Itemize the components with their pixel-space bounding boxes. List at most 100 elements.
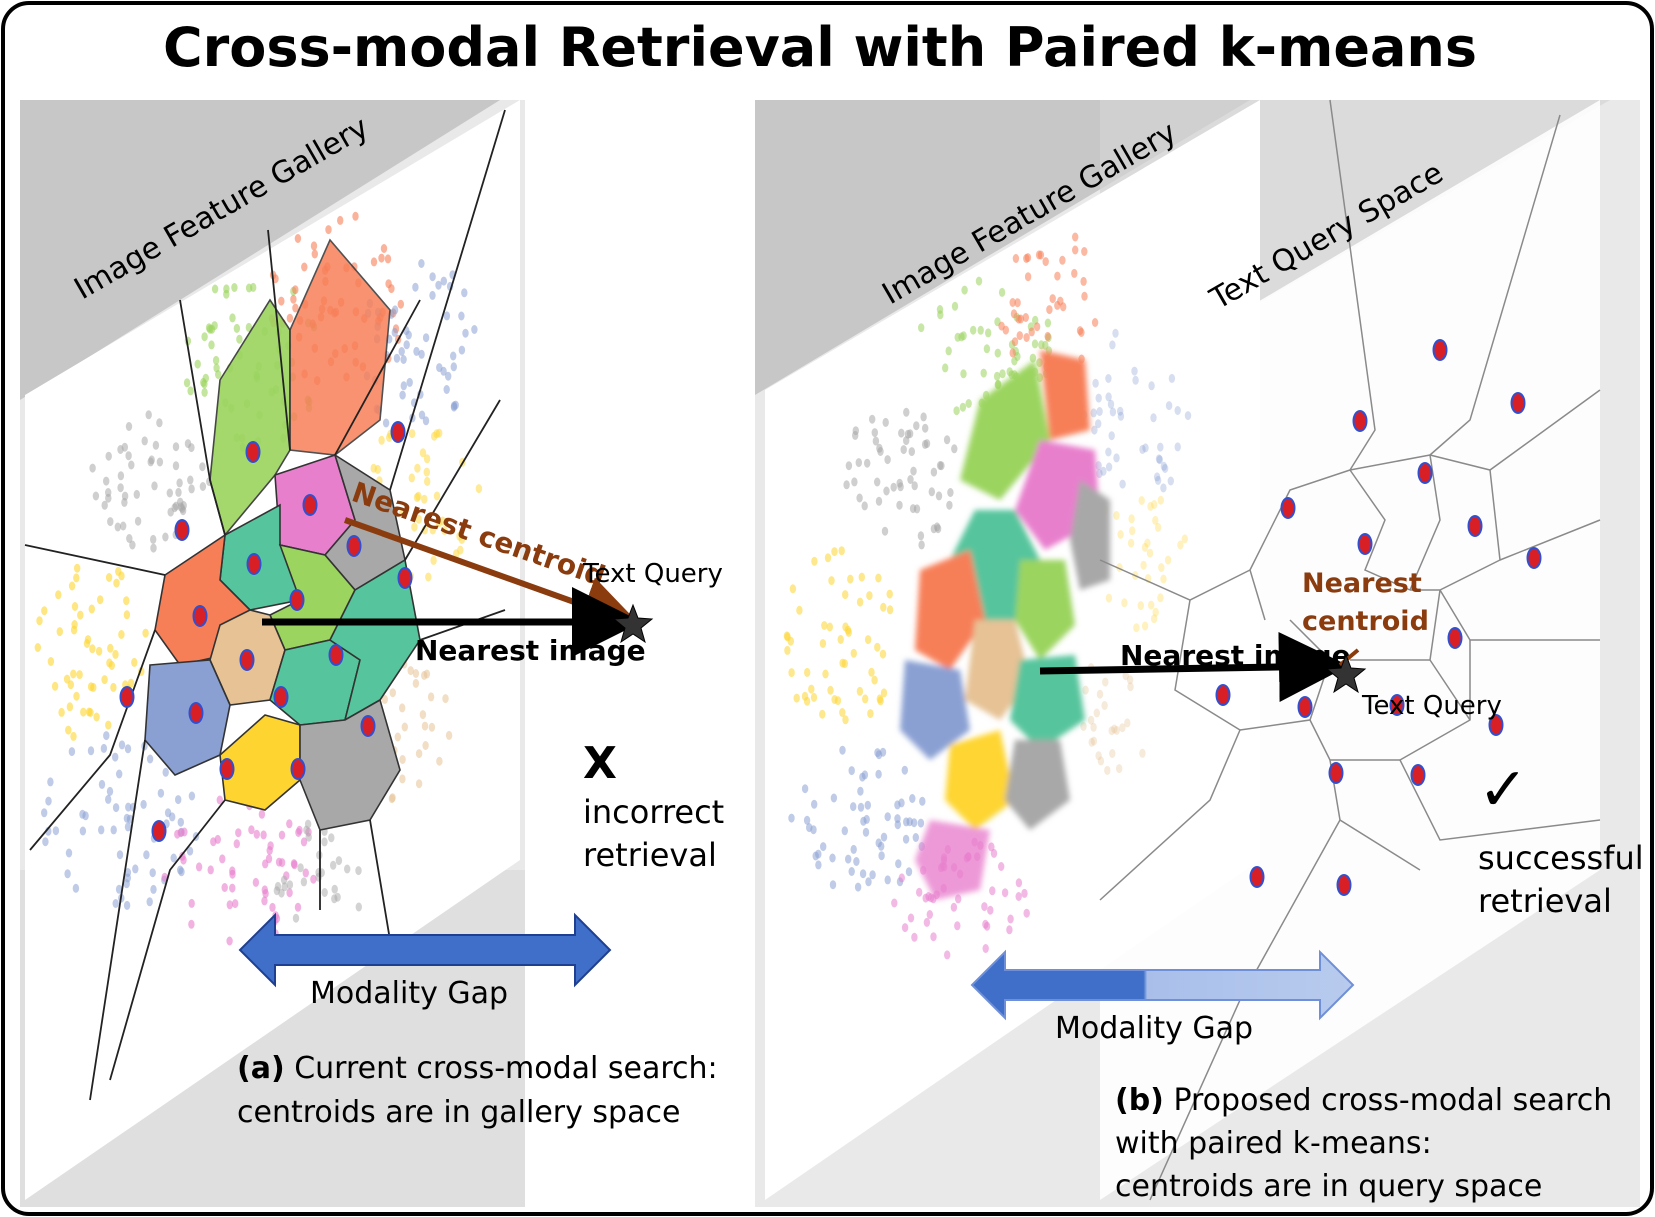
feature-point [436, 756, 443, 766]
feature-point [110, 682, 117, 692]
feature-point [1105, 462, 1113, 472]
feature-point [994, 348, 1001, 358]
feature-point [213, 363, 220, 373]
feature-point [1156, 455, 1164, 465]
feature-point [177, 817, 184, 827]
blob-orange-mid [915, 550, 985, 670]
feature-point [65, 848, 73, 858]
feature-point [1101, 701, 1108, 710]
feature-point [223, 284, 230, 294]
feature-point [305, 832, 312, 842]
feature-point [424, 476, 431, 486]
feature-point [886, 605, 894, 615]
feature-point [428, 722, 436, 732]
feature-point [331, 884, 338, 894]
feature-point [105, 493, 112, 503]
feature-point [1132, 375, 1139, 385]
feature-point [310, 874, 317, 884]
feature-point [916, 887, 923, 897]
centroid-marker [1215, 684, 1231, 706]
feature-point [450, 401, 458, 411]
feature-point [180, 501, 187, 510]
feature-point [1160, 461, 1168, 471]
feature-point [134, 516, 142, 526]
feature-point [1146, 548, 1154, 558]
feature-point [1037, 250, 1045, 260]
feature-point [987, 905, 994, 915]
blob-gray-bottom [1005, 740, 1070, 830]
blob-pink-bottom [915, 820, 990, 900]
feature-point [150, 534, 157, 544]
feature-point [435, 518, 442, 528]
blob-green-top [960, 360, 1050, 500]
feature-point [151, 481, 158, 491]
feature-point [884, 812, 891, 822]
feature-point [898, 873, 905, 883]
panel-b-centroids [1215, 339, 1542, 896]
feature-point [74, 563, 81, 573]
feature-point [93, 712, 100, 722]
feature-point [380, 244, 388, 253]
feature-point [858, 572, 865, 582]
feature-point [801, 691, 809, 701]
feature-point [1090, 408, 1097, 418]
feature-point [433, 491, 441, 501]
feature-point [1113, 725, 1120, 735]
feature-point [1021, 888, 1028, 898]
caption-a: (a) Current cross-modal search: [237, 1051, 718, 1086]
feature-point [1152, 515, 1159, 525]
feature-point [1082, 685, 1089, 695]
feature-point [400, 381, 407, 391]
feature-point [149, 868, 156, 878]
feature-point [896, 500, 903, 510]
nearest-image-label: Nearest image [415, 634, 646, 667]
feature-point [820, 842, 827, 852]
caption-a-line2: centroids are in gallery space [237, 1095, 680, 1130]
feature-point [52, 826, 60, 836]
feature-point [1157, 495, 1165, 505]
feature-point [951, 444, 958, 454]
feature-point [983, 921, 991, 931]
feature-point [58, 707, 65, 717]
feature-point [898, 428, 905, 438]
feature-point [879, 649, 887, 659]
feature-point [275, 857, 283, 867]
feature-point [261, 896, 268, 906]
centroid-marker [273, 686, 289, 708]
feature-point [1011, 337, 1019, 347]
feature-point [1111, 724, 1118, 734]
feature-point [201, 387, 208, 397]
feature-point [221, 883, 228, 892]
feature-point [112, 752, 119, 762]
feature-point [64, 869, 71, 879]
feature-point [1113, 511, 1120, 520]
feature-point [406, 377, 413, 387]
feature-point [98, 825, 105, 835]
feature-point [862, 827, 870, 837]
feature-point [815, 860, 822, 870]
success-label-1: successful [1478, 839, 1644, 877]
feature-point [330, 860, 337, 870]
feature-point [1160, 574, 1167, 584]
feature-point [875, 496, 883, 506]
feature-point [304, 819, 312, 829]
feature-point [235, 828, 242, 838]
feature-point [831, 695, 838, 704]
blob-green-mid [1015, 560, 1075, 660]
feature-point [1015, 878, 1023, 888]
feature-point [331, 894, 338, 904]
feature-point [945, 346, 952, 356]
feature-point [107, 517, 114, 527]
feature-point [821, 621, 828, 630]
feature-point [121, 442, 128, 452]
feature-point [922, 423, 929, 433]
feature-point [127, 678, 135, 688]
feature-point [378, 435, 385, 445]
feature-point [169, 812, 176, 822]
feature-point [435, 280, 442, 290]
feature-point [115, 884, 123, 894]
centroid-marker [1297, 696, 1313, 718]
feature-point [907, 913, 915, 923]
feature-point [87, 746, 95, 756]
feature-point [1095, 419, 1102, 429]
